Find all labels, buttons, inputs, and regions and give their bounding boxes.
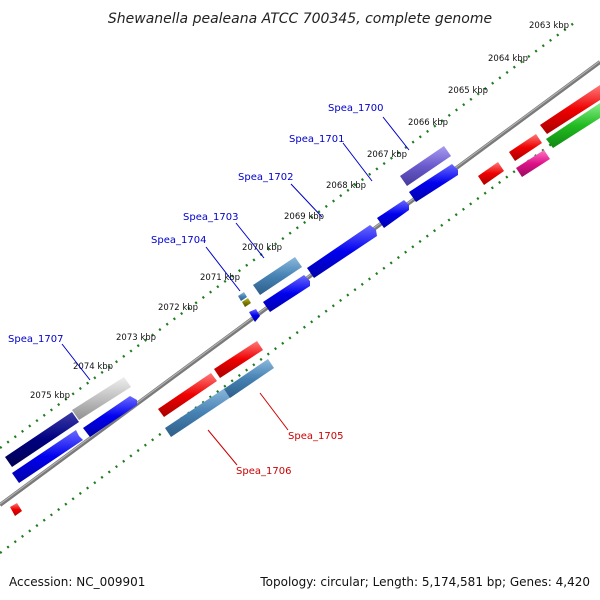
- gene-blue-feature[interactable]: [409, 164, 458, 202]
- gene-spea1706-red-feature[interactable]: [158, 373, 217, 417]
- kbp-label: 2063 kbp: [529, 21, 569, 31]
- map-title: Shewanella pealeana ATCC 700345, complet…: [108, 11, 492, 27]
- gene-navy-feature[interactable]: [5, 412, 79, 467]
- connector-spea1704: [205, 246, 241, 292]
- gene-blue-feature[interactable]: [83, 396, 137, 437]
- gene-label-spea1703[interactable]: Spea_1703: [183, 212, 238, 223]
- forward-genes: [5, 85, 600, 483]
- gene-small-olive-feature[interactable]: [242, 298, 251, 307]
- gene-red-small-feature[interactable]: [10, 503, 22, 516]
- gene-label-spea1704[interactable]: Spea_1704: [151, 235, 206, 246]
- kbp-label: 2065 kbp: [448, 86, 488, 96]
- kbp-label: 2069 kbp: [284, 212, 324, 222]
- gene-magenta-feature[interactable]: [516, 150, 550, 177]
- gene-spea1702-feature[interactable]: [307, 225, 377, 278]
- gene-label-spea1707[interactable]: Spea_1707: [8, 334, 63, 345]
- gene-red-feature[interactable]: [509, 134, 542, 161]
- gene-spea1703-feature[interactable]: [253, 257, 302, 295]
- gene-label-spea1705[interactable]: Spea_1705: [288, 431, 343, 442]
- kbp-label: 2070 kbp: [242, 243, 282, 253]
- gene-blue-feature[interactable]: [263, 275, 310, 312]
- kbp-label: 2064 kbp: [488, 54, 528, 64]
- inner-tick-ring: [0, 107, 600, 554]
- gene-label-spea1700[interactable]: Spea_1700: [328, 103, 383, 114]
- gene-spea1707-feature[interactable]: [72, 377, 131, 420]
- kbp-label: 2071 kbp: [200, 273, 240, 283]
- kbp-label: 2067 kbp: [367, 150, 407, 160]
- connector-spea1702: [290, 183, 323, 218]
- connector-spea1700: [382, 116, 410, 151]
- gene-blue-small-feature[interactable]: [249, 309, 260, 322]
- kbp-label: 2074 kbp: [73, 362, 113, 372]
- kbp-label: 2066 kbp: [408, 118, 448, 128]
- label-connectors: [61, 116, 410, 466]
- outer-tick-ring: [0, 19, 579, 449]
- reverse-genes: [10, 134, 550, 516]
- connector-spea1706: [207, 429, 238, 466]
- kbp-label: 2075 kbp: [30, 391, 70, 401]
- gene-spea1706-feature[interactable]: [165, 388, 231, 437]
- accession-text: Accession: NC_009901: [9, 575, 145, 589]
- gene-spea1704-feature[interactable]: [238, 292, 247, 301]
- kbp-label: 2073 kbp: [116, 333, 156, 343]
- scale-labels: 2063 kbp 2064 kbp 2065 kbp 2066 kbp 2067…: [30, 21, 569, 401]
- genome-summary-text: Topology: circular; Length: 5,174,581 bp…: [259, 575, 590, 589]
- gene-spea1705-feature[interactable]: [224, 359, 274, 398]
- gene-green-feature[interactable]: [546, 103, 600, 148]
- connector-spea1703: [235, 222, 265, 259]
- connector-spea1701: [342, 142, 373, 182]
- gene-label-spea1706[interactable]: Spea_1706: [236, 466, 291, 477]
- gene-label-spea1701[interactable]: Spea_1701: [289, 134, 344, 145]
- connector-spea1707: [61, 343, 91, 381]
- gene-spea1700-feature[interactable]: [400, 146, 451, 186]
- gene-blue-feature[interactable]: [12, 430, 83, 483]
- gene-spea1705-red-feature[interactable]: [214, 341, 263, 378]
- gene-label-spea1702[interactable]: Spea_1702: [238, 172, 293, 183]
- connector-spea1705: [259, 392, 289, 431]
- kbp-label: 2072 kbp: [158, 303, 198, 313]
- gene-red-feature[interactable]: [540, 85, 600, 134]
- kbp-label: 2068 kbp: [326, 181, 366, 191]
- gene-spea1701-feature[interactable]: [377, 200, 409, 228]
- gene-red-feature[interactable]: [478, 162, 504, 185]
- gene-labels: Spea_1700 Spea_1701 Spea_1702 Spea_1703 …: [8, 103, 383, 477]
